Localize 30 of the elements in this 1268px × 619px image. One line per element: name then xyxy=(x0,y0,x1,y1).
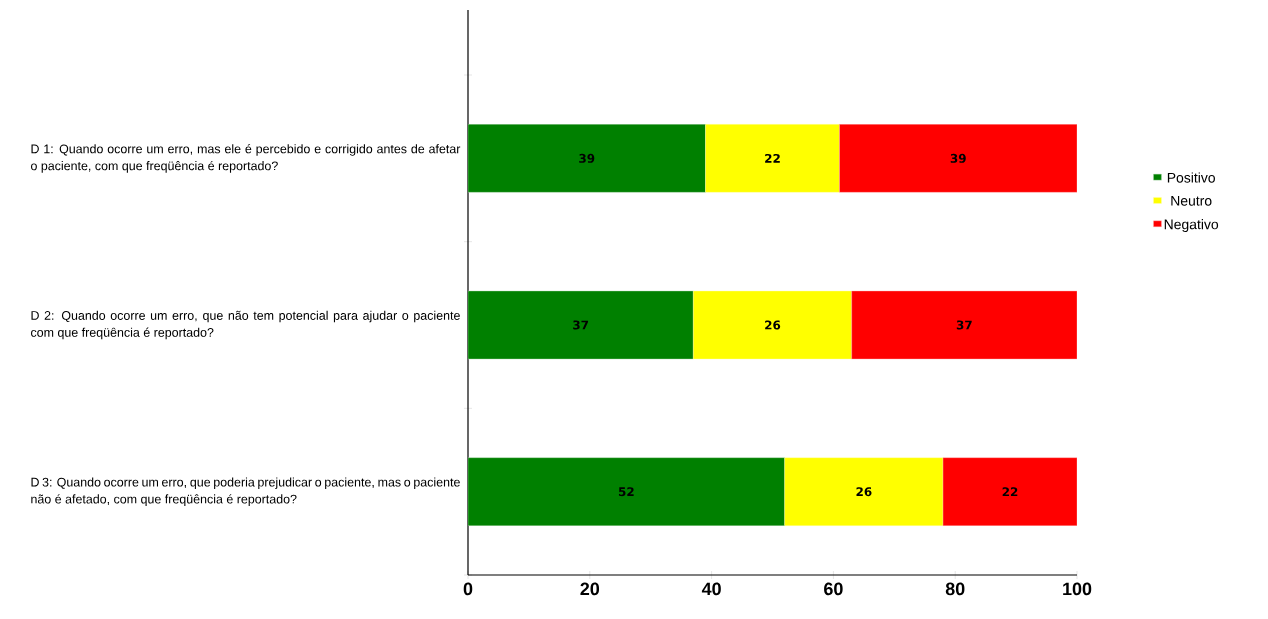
bar xyxy=(784,457,944,526)
y-tick-label: D 2: Quando ocorre um erro, que não tem potencial para ajudar o paciente com que freqüência é reportado? xyxy=(31,310,460,340)
x-tick-label: 20 xyxy=(580,582,600,596)
y-tick-label: D 3: Quando ocorre um erro, que poderia prejudicar o paciente, mas o paciente não é afetado, com que freqüência é reportado? xyxy=(31,477,460,506)
data-label: 37 xyxy=(956,320,972,330)
x-tick-label: 60 xyxy=(824,582,843,596)
bar xyxy=(705,124,840,193)
bar xyxy=(693,290,852,360)
bar xyxy=(468,457,785,526)
x-tick-label: 40 xyxy=(701,582,721,596)
data-label: 22 xyxy=(1002,487,1018,497)
x-tick-label: 80 xyxy=(945,582,965,596)
y-tick-label: D 1: Quando ocorre um erro, mas ele é percebido e corrigido antes de afetar o paciente, com que freqüência é reportado? xyxy=(30,143,461,173)
bar xyxy=(851,290,1078,360)
bar xyxy=(468,290,694,360)
legend-label: Negativo xyxy=(1164,219,1219,233)
legend-label: Positivo xyxy=(1167,172,1215,183)
data-label: 39 xyxy=(579,153,595,163)
data-label: 39 xyxy=(950,153,966,163)
data-label: 26 xyxy=(856,487,872,497)
bar xyxy=(839,124,1078,193)
data-label: 22 xyxy=(765,153,780,163)
data-label: 37 xyxy=(573,320,589,330)
bar xyxy=(942,457,1078,526)
legend-label: Neutro xyxy=(1171,195,1212,206)
data-label: 26 xyxy=(765,320,781,330)
bar xyxy=(468,124,706,193)
x-tick-label: 100 xyxy=(1063,582,1092,596)
x-tick-label: 0 xyxy=(463,582,473,596)
data-label: 52 xyxy=(618,487,634,497)
